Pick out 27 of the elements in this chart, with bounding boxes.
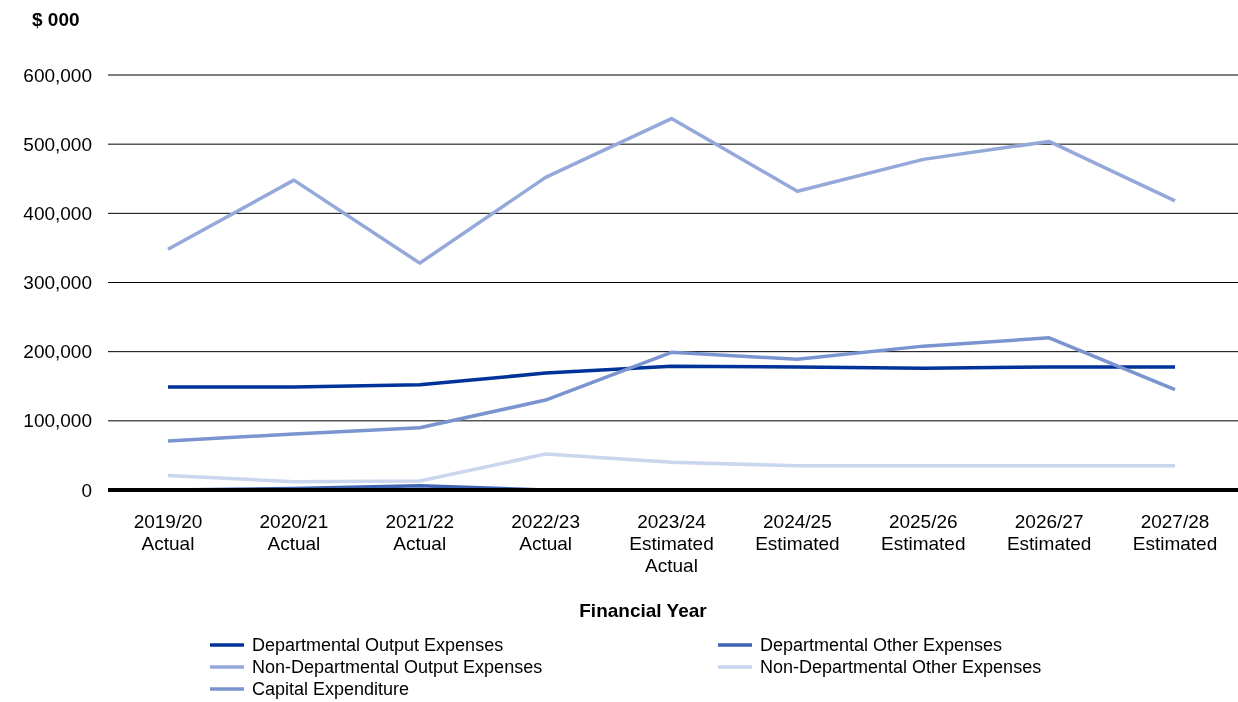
- line-series: [166, 364, 1177, 389]
- legend-label: Capital Expenditure: [252, 679, 410, 699]
- x-tick-label: 2024/25 Estimated: [755, 511, 840, 554]
- legend-label: Non-Departmental Other Expenses: [760, 657, 1042, 677]
- y-axis-title: $ 000: [32, 9, 80, 30]
- x-tick-label: 2022/23 Actual: [511, 511, 580, 554]
- y-tick-label: 600,000: [23, 64, 92, 86]
- y-tick-label: 0: [81, 479, 92, 501]
- x-tick-label: 2019/20 Actual: [133, 511, 203, 554]
- legend-label: Departmental Output Expenses: [252, 635, 504, 655]
- x-tick-label: 2025/26 Estimated: [881, 511, 966, 554]
- legend-label: Non-Departmental Output Expenses: [252, 657, 543, 677]
- x-tick-label: 2027/28 Estimated: [1132, 511, 1218, 554]
- line-series: [166, 336, 1177, 443]
- line-series: [166, 452, 1177, 484]
- y-tick-label: 300,000: [23, 272, 92, 294]
- y-tick-label: 200,000: [23, 341, 92, 363]
- y-tick-label: 400,000: [23, 202, 92, 224]
- x-tick-label: 2020/21 Actual: [259, 511, 329, 554]
- x-tick-label: 2026/27 Estimated: [1006, 511, 1092, 554]
- y-tick-label: 500,000: [23, 133, 92, 155]
- x-tick-label: 2023/24 Estimated Actual: [629, 511, 714, 576]
- line-series: [166, 116, 1177, 265]
- x-axis-title: Financial Year: [579, 600, 708, 621]
- x-tick-label: 2021/22 Actual: [385, 511, 455, 554]
- y-tick-label: 100,000: [23, 410, 92, 432]
- legend-label: Departmental Other Expenses: [760, 635, 1003, 655]
